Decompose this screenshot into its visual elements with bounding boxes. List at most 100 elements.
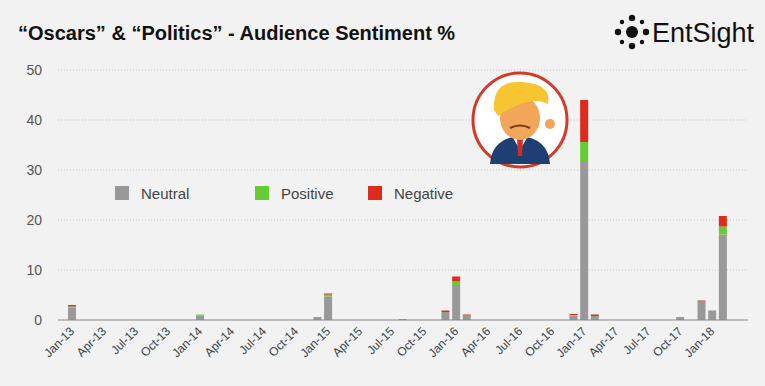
x-tick-label: Oct-17 [650,324,686,360]
legend-swatch [368,186,382,200]
x-tick-label: Apr-13 [74,324,110,360]
bar-segment [68,305,76,307]
bar-segment [698,301,706,302]
x-tick-label: Jul-16 [492,324,525,357]
y-tick-label: 0 [34,312,42,328]
bar-segment [591,315,599,317]
x-tick-label: Jan-13 [41,324,77,360]
bar-segment [719,227,727,235]
bar-segment [676,317,684,318]
x-tick-label: Jul-15 [364,324,397,357]
bar-segment [324,295,332,297]
bar-segment [452,277,460,282]
bar-segment [313,317,321,318]
logo-dot [620,20,624,24]
x-tick-label: Oct-14 [266,324,302,360]
bar-segment [399,319,407,320]
bar-segment [580,100,588,142]
cartoon-badge [473,73,567,167]
grid-line [58,220,748,221]
hair [494,82,549,116]
bar-segment [399,319,407,320]
x-tick-label: Apr-17 [586,324,622,360]
bar-segment [463,315,471,316]
badge-ring [473,73,567,167]
logo-dot [643,29,649,35]
chart-root: “Oscars” & “Politics” - Audience Sentime… [0,0,765,386]
tie [517,138,523,156]
logo-dot [615,29,621,35]
x-tick-label: Apr-16 [458,324,494,360]
logo-dot [640,40,644,44]
grid-line [58,270,748,271]
logo-dot [629,43,635,49]
x-tick-label: Apr-15 [330,324,366,360]
x-tick-label: Jan-18 [681,324,717,360]
bar-segment [708,310,716,311]
bar-segment [196,315,204,316]
legend-swatch [255,186,269,200]
y-tick-label: 10 [26,262,42,278]
logo-dot [640,20,644,24]
x-tick-label: Jul-14 [236,324,269,357]
x-tick-label: Jan-15 [297,324,333,360]
bar-segment [569,316,577,321]
bars [68,100,727,320]
bar-segment [591,316,599,320]
bar-segment [324,297,332,321]
x-tick-label: Oct-16 [522,324,558,360]
x-tick-label: Oct-15 [394,324,430,360]
bar-segment [196,316,204,321]
bar-segment [68,308,76,321]
y-tick-label: 50 [26,62,42,78]
bar-segment [719,216,727,227]
grid-line [58,170,748,171]
logo: EntSight [615,15,755,49]
bar-segment [196,314,204,315]
legend-label: Neutral [141,185,189,202]
x-axis [58,320,748,321]
bar-segment [441,312,449,313]
legend-swatch [115,186,129,200]
x-tick-label: Apr-14 [202,324,238,360]
grid-line [58,120,748,121]
bar-segment [569,315,577,317]
logo-dot [626,26,638,38]
bar-segment [452,286,460,320]
chart: “Oscars” & “Politics” - Audience Sentime… [0,0,765,386]
bar-segment [569,314,577,315]
bar-segment [441,311,449,313]
grid-line [58,70,748,71]
bar-segment [698,301,706,302]
bar-segment [676,317,684,318]
bar-segment [68,307,76,308]
bar-segment [698,302,706,321]
bar-segment [580,161,588,320]
logo-text: EntSight [652,18,755,48]
bar-segment [452,281,460,286]
y-tick-label: 40 [26,112,42,128]
x-tick-label: Oct-13 [138,324,174,360]
x-tick-label: Jul-17 [620,324,653,357]
x-tick-label: Jan-17 [553,324,589,360]
bar-segment [463,316,471,321]
x-tick-label: Jan-16 [425,324,461,360]
logo-dot [629,15,635,21]
bar-segment [580,142,588,161]
logo-dot [620,40,624,44]
y-tick-label: 20 [26,212,42,228]
suit [490,136,550,164]
background [0,0,765,386]
title: “Oscars” & “Politics” - Audience Sentime… [18,22,455,44]
hand [545,119,555,129]
legend-label: Positive [281,185,334,202]
bar-segment [719,235,727,321]
bar-segment [708,311,716,321]
bar-segment [313,317,321,318]
bar-segment [441,312,449,320]
x-tick-label: Jan-14 [169,324,205,360]
bar-segment [463,315,471,316]
bar-segment [591,316,599,317]
x-tick-label: Jul-13 [108,324,141,357]
legend-label: Negative [394,185,453,202]
